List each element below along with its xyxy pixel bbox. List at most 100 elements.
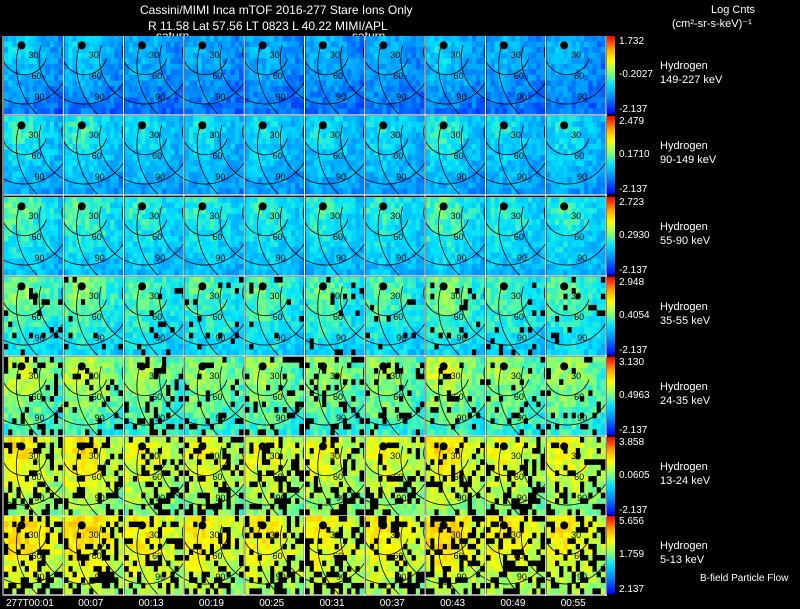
contour-label: 30 — [28, 211, 38, 221]
contour-line — [400, 525, 491, 585]
contour-line — [121, 446, 168, 477]
contour-label: 60 — [333, 232, 343, 242]
contour-line — [340, 525, 431, 585]
contour-line — [38, 286, 129, 346]
image-panel: 30 60 90 — [498, 516, 634, 609]
image-panel: 30 60 90 — [15, 116, 151, 214]
contour-line — [99, 206, 190, 266]
contour-label: 90 — [276, 493, 286, 503]
contour-line — [302, 286, 349, 317]
image-panel: 30 60 90 — [438, 437, 573, 535]
contour-line — [182, 125, 228, 156]
contour-label: 90 — [457, 572, 467, 582]
footer-note: B-field Particle Flow — [700, 573, 789, 584]
contour-label: 60 — [31, 151, 41, 161]
saturn-marker — [17, 521, 26, 530]
contour-label: 60 — [273, 151, 283, 161]
contour-label: 30 — [571, 130, 581, 140]
contour-label: 30 — [209, 50, 219, 60]
contour-line — [340, 446, 431, 506]
contour-line — [340, 206, 431, 266]
contour-label: 90 — [577, 172, 587, 182]
saturn-marker — [138, 442, 147, 451]
colorbar-max-value: 2.479 — [619, 116, 645, 127]
image-panel: 30 60 90 — [498, 277, 634, 375]
time-label: 00:37 — [379, 598, 405, 609]
saturn-marker — [258, 282, 267, 291]
contour-line — [0, 151, 69, 185]
contour-line — [279, 446, 370, 506]
time-label: 00:25 — [259, 598, 285, 609]
contour-line — [302, 125, 349, 156]
contour-label: 90 — [517, 172, 527, 182]
contour-line — [1, 525, 47, 556]
contour-line — [400, 446, 491, 506]
contour-label: 30 — [209, 291, 219, 301]
contour-label: 60 — [31, 551, 41, 561]
contour-line — [1, 206, 47, 237]
contour-line — [423, 206, 469, 237]
saturn-marker — [560, 121, 569, 130]
saturn-marker — [560, 521, 569, 530]
saturn-marker — [198, 41, 207, 50]
image-panel: 30 60 90 — [498, 116, 634, 214]
contour-label: 90 — [34, 493, 44, 503]
contour-label: 60 — [152, 392, 162, 402]
contour-label: 60 — [574, 472, 584, 482]
contour-label: 30 — [89, 130, 99, 140]
contour-line — [242, 366, 288, 397]
contour-label: 90 — [34, 92, 44, 102]
contour-line — [121, 286, 168, 317]
colorbar-mid-value: 0.1710 — [619, 149, 650, 160]
saturn-marker — [560, 41, 569, 50]
image-panel: 30 60 90 — [136, 36, 272, 134]
contour-label: 60 — [574, 232, 584, 242]
contour-label: 90 — [577, 253, 587, 263]
colorbar-min-value: -2.137 — [619, 265, 648, 276]
contour-label: 30 — [89, 451, 99, 461]
contour-label: 90 — [276, 572, 286, 582]
contour-label: 30 — [28, 451, 38, 461]
contour-line — [302, 366, 349, 397]
saturn-marker — [77, 202, 86, 211]
contour-line — [483, 45, 530, 76]
saturn-marker — [318, 121, 327, 130]
colorbar-mid-value: 0.0605 — [619, 470, 650, 481]
saturn-marker — [258, 202, 267, 211]
contour-label: 90 — [34, 572, 44, 582]
contour-line — [61, 206, 107, 237]
contour-label: 90 — [215, 413, 225, 423]
contour-line — [182, 45, 228, 76]
contour-line — [38, 446, 129, 506]
contour-line — [182, 206, 228, 237]
contour-line — [340, 125, 431, 185]
contour-label: 90 — [457, 253, 467, 263]
contour-label: 30 — [451, 530, 461, 540]
contour-label: 30 — [149, 50, 159, 60]
time-label: 00:13 — [138, 598, 164, 609]
image-panel: 30 60 90 — [498, 36, 634, 134]
saturn-marker — [439, 362, 448, 371]
contour-label: 60 — [31, 472, 41, 482]
contour-label: 90 — [155, 253, 165, 263]
contour-line — [1, 286, 47, 317]
contour-label: 90 — [336, 92, 346, 102]
contour-line — [302, 525, 349, 556]
time-label: 00:31 — [319, 598, 345, 609]
contour-label: 30 — [270, 371, 280, 381]
contour-line — [483, 446, 530, 477]
contour-label: 30 — [89, 530, 99, 540]
contour-label: 60 — [454, 232, 464, 242]
contour-label: 90 — [276, 413, 286, 423]
contour-line — [302, 206, 349, 237]
contour-label: 30 — [209, 451, 219, 461]
contour-label: 30 — [390, 371, 400, 381]
saturn-marker — [439, 41, 448, 50]
contour-label: 90 — [155, 493, 165, 503]
contour-line — [483, 525, 530, 556]
image-panel: 30 60 90 — [317, 277, 453, 375]
colorbar-min-value: 2.137 — [619, 584, 645, 595]
image-panel: 30 60 90 — [498, 197, 634, 295]
contour-line — [61, 525, 107, 556]
contour-label: 90 — [155, 413, 165, 423]
